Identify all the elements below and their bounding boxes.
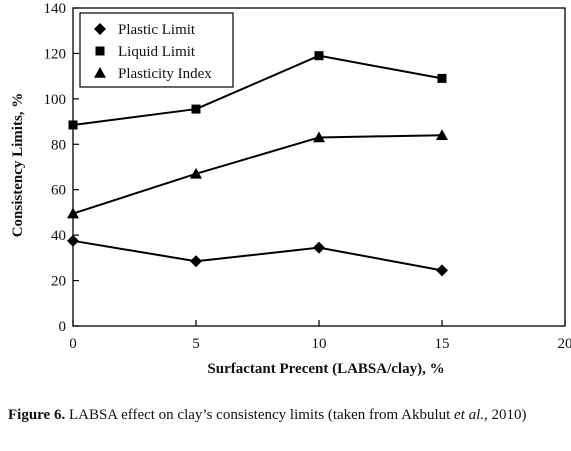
y-tick-label: 0 xyxy=(59,319,67,335)
plastic-limit-line xyxy=(72,239,443,272)
plastic-limit-point xyxy=(313,241,325,254)
plastic-limit-point xyxy=(436,264,448,277)
liquid-limit-point xyxy=(314,51,324,61)
legend-box xyxy=(79,12,234,88)
y-tick-label: 120 xyxy=(44,46,67,62)
plasticity-index-point xyxy=(67,207,79,219)
y-axis-ticks: 0 20 40 60 80 100 120 140 xyxy=(44,1,79,335)
plasticity-index-line xyxy=(72,134,443,215)
series-liquid-limit xyxy=(68,51,447,130)
x-tick-label: 15 xyxy=(435,336,450,352)
legend: Plastic Limit Liquid Limit Plasticity Inde… xyxy=(79,12,234,88)
series-plasticity-index xyxy=(67,129,448,219)
legend-marker-liquid-limit xyxy=(95,46,105,56)
plasticity-index-point xyxy=(313,131,325,143)
y-tick-label: 80 xyxy=(51,137,66,153)
legend-label-plasticity-index: Plasticity Index xyxy=(118,66,212,82)
consistency-limits-chart: 0 20 40 60 80 100 120 140 0 5 10 15 20 Plastic Limi… xyxy=(10,1,571,377)
liquid-limit-point xyxy=(437,73,447,83)
liquid-limit-point xyxy=(68,120,78,130)
x-axis-ticks: 0 5 10 15 20 xyxy=(69,320,571,352)
plastic-limit-point xyxy=(67,234,79,247)
figure-caption: Figure 6. LABSA effect on clay’s consist… xyxy=(8,407,568,424)
plasticity-index-point xyxy=(436,129,448,140)
plastic-limit-point xyxy=(190,255,202,268)
data-series xyxy=(67,51,448,277)
liquid-limit-line xyxy=(72,54,443,126)
y-axis-title: Consistency Limits, % xyxy=(10,93,26,238)
y-tick-label: 140 xyxy=(44,1,67,17)
caption-label: Figure 6. xyxy=(8,407,66,423)
x-tick-label: 5 xyxy=(192,336,200,352)
legend-label-plastic-limit: Plastic Limit xyxy=(118,22,196,38)
series-plastic-limit xyxy=(67,234,448,277)
legend-marker-plastic-limit xyxy=(94,23,106,35)
caption-tail: , 2010) xyxy=(484,407,527,423)
legend-label-liquid-limit: Liquid Limit xyxy=(118,44,196,60)
y-tick-label: 20 xyxy=(51,274,66,290)
x-tick-label: 0 xyxy=(69,336,77,352)
y-tick-label: 100 xyxy=(44,92,67,108)
y-tick-label: 60 xyxy=(51,183,66,199)
legend-marker-plasticity-index xyxy=(94,67,106,78)
caption-italic: et al. xyxy=(454,407,485,423)
x-axis-title: Surfactant Precent (LABSA/clay), % xyxy=(207,361,444,377)
caption-text: LABSA effect on clay’s consistency limit… xyxy=(65,407,455,423)
y-tick-label: 40 xyxy=(51,228,66,244)
x-tick-label: 20 xyxy=(558,336,571,352)
plasticity-index-point xyxy=(190,167,202,179)
liquid-limit-point xyxy=(191,104,201,114)
x-tick-label: 10 xyxy=(312,336,327,352)
